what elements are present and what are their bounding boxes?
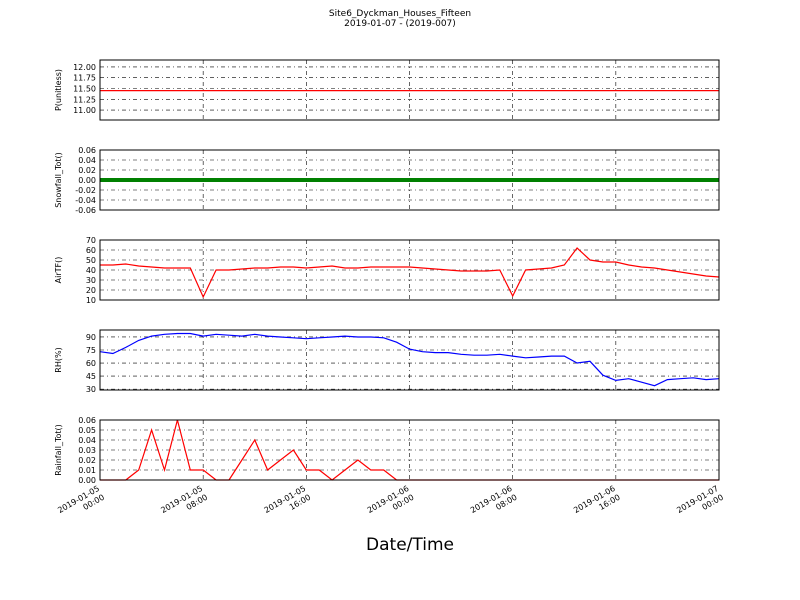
y-tick-label: -0.04	[75, 196, 96, 205]
y-tick-label: 12.00	[73, 63, 96, 72]
chart-title: Site6_Dyckman_Houses_Fifteen	[329, 9, 471, 19]
y-tick-label: 90	[86, 333, 96, 342]
x-tick-label: 2019-01-0608:00	[469, 484, 519, 524]
x-axis-label: Date/Time	[366, 535, 454, 555]
y-tick-label: 0.03	[78, 446, 96, 455]
y-tick-label: -0.06	[75, 206, 96, 215]
data-line	[100, 247, 720, 299]
y-tick-label: 11.75	[73, 74, 96, 83]
plot-frame	[99, 329, 720, 391]
y-tick-label: 0.05	[78, 426, 96, 435]
y-tick-label: 20	[86, 286, 96, 295]
y-axis-label: Snowfall_Tot()	[54, 152, 63, 208]
y-axis-label: AirTF()	[54, 257, 63, 284]
y-tick-label: 0.00	[78, 476, 96, 485]
plot-frame	[99, 59, 720, 121]
x-tick-label: 2019-01-0700:00	[675, 484, 725, 524]
y-axis-label: P(unitless)	[54, 69, 63, 111]
y-tick-label: 45	[86, 372, 96, 381]
data-line	[99, 332, 720, 387]
y-tick-label: 50	[86, 256, 96, 265]
plot-frame	[99, 149, 720, 211]
y-tick-label: 30	[86, 276, 96, 285]
y-tick-label: 0.04	[78, 156, 96, 165]
y-axis-label: Rainfall_Tot()	[54, 424, 63, 476]
y-tick-label: 70	[86, 236, 96, 245]
y-tick-label: 10	[86, 296, 96, 305]
y-tick-label: -0.02	[75, 186, 96, 195]
y-tick-label: 0.04	[78, 436, 96, 445]
plot-frame	[99, 239, 720, 301]
y-tick-label: 30	[86, 385, 96, 394]
y-tick-label: 0.02	[78, 456, 96, 465]
y-tick-label: 11.25	[73, 95, 96, 104]
y-tick-label: 75	[86, 346, 96, 355]
y-axis-label: RH(%)	[54, 347, 63, 372]
y-tick-label: 0.06	[78, 416, 96, 425]
x-tick-label: 2019-01-0516:00	[263, 484, 313, 524]
y-tick-label: 11.00	[73, 106, 96, 115]
chart-subtitle: 2019-01-07 - (2019-007)	[344, 19, 456, 29]
y-tick-label: 60	[86, 246, 96, 255]
y-tick-label: 40	[86, 266, 96, 275]
x-tick-label: 2019-01-0508:00	[159, 484, 209, 524]
plot-frame	[99, 419, 720, 481]
y-tick-label: 0.06	[78, 146, 96, 155]
x-tick-label: 2019-01-0600:00	[366, 484, 416, 524]
y-tick-label: 0.01	[78, 466, 96, 475]
x-tick-label: 2019-01-0500:00	[56, 484, 106, 524]
y-tick-label: 0.02	[78, 166, 96, 175]
y-tick-label: 60	[86, 359, 96, 368]
y-tick-label: 0.00	[78, 176, 96, 185]
y-tick-label: 11.50	[73, 84, 96, 93]
x-tick-label: 2019-01-0616:00	[572, 484, 622, 524]
